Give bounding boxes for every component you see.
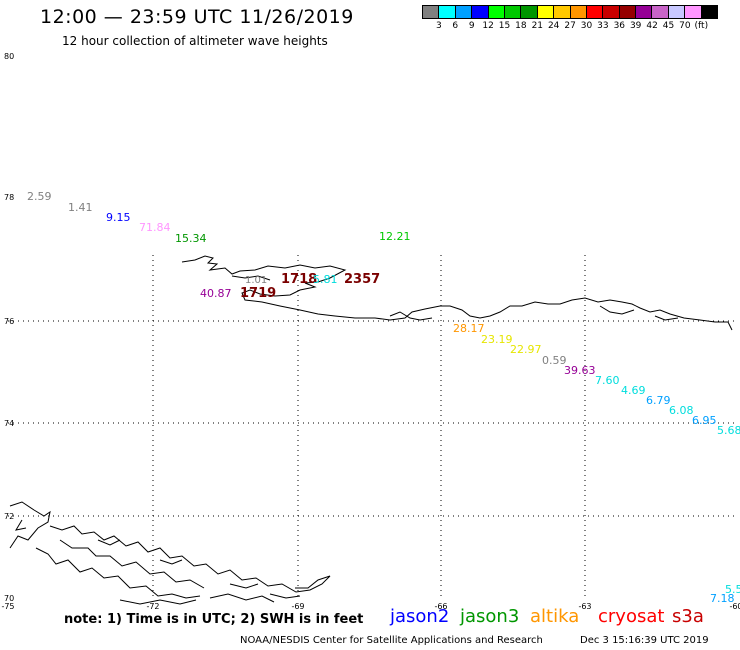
- legend-label: (ft): [694, 21, 709, 31]
- wave-height-reading: 15.34: [175, 232, 207, 245]
- color-scale-legend: [422, 5, 719, 19]
- latitude-label: 74: [4, 419, 14, 428]
- wave-height-reading: 71.84: [139, 221, 171, 234]
- longitude-label: -63: [578, 602, 591, 611]
- graticule: 80 78 76 74 72 70-75 -72 -69 -66 -63 -60: [1, 52, 740, 611]
- page-title: 12:00 — 23:59 UTC 11/26/2019: [40, 6, 354, 28]
- wave-height-reading: 0.59: [542, 354, 567, 367]
- legend-label: 36: [613, 21, 626, 31]
- latitude-label: 78: [4, 193, 14, 202]
- credit-line: NOAA/NESDIS Center for Satellite Applica…: [240, 635, 543, 646]
- latitude-label: 76: [4, 317, 14, 326]
- wave-height-reading: 7.18: [710, 592, 735, 605]
- footer-note: note: 1) Time is in UTC; 2) SWH is in fe…: [64, 612, 364, 627]
- legend-label: 39: [629, 21, 642, 31]
- wave-height-reading: 6.79: [646, 394, 671, 407]
- legend-label: 6: [452, 21, 459, 31]
- satellite-name: jason3: [460, 606, 520, 627]
- legend-label: 30: [580, 21, 593, 31]
- wave-height-reading: 22.97: [510, 343, 542, 356]
- latitude-label: 70: [4, 594, 14, 603]
- legend-label: 9: [468, 21, 475, 31]
- wave-height-reading: 5.68: [717, 424, 740, 437]
- wave-height-reading: 4.69: [621, 384, 646, 397]
- wave-height-reading: 5.5: [725, 583, 740, 596]
- generated-timestamp: Dec 3 15:16:39 UTC 2019: [580, 635, 709, 646]
- wave-height-reading: 12.21: [379, 230, 411, 243]
- wave-height-reading: 1718: [281, 272, 317, 287]
- wave-height-reading: 7.60: [595, 374, 620, 387]
- legend-label: 27: [564, 21, 576, 31]
- coastline-fjord-1: [231, 275, 271, 281]
- wave-height-reading: 1719: [240, 286, 276, 301]
- legend-label: 18: [515, 21, 527, 31]
- wave-height-reading: 39.63: [564, 364, 596, 377]
- latitude-label: 72: [4, 512, 14, 521]
- legend-label: 12: [482, 21, 494, 31]
- longitude-label: -60: [729, 602, 740, 611]
- longitude-label: -72: [146, 602, 159, 611]
- latitude-label: 80: [4, 52, 14, 61]
- wave-height-reading: 9.15: [106, 211, 131, 224]
- wave-height-reading: 2.59: [27, 190, 52, 203]
- coastline-fjord-4: [654, 315, 679, 321]
- satellite-name: cryosat: [598, 606, 665, 627]
- legend-label: 42: [646, 21, 658, 31]
- wave-height-reading: 1.01: [245, 275, 267, 286]
- legend-label: 24: [547, 21, 560, 31]
- coastline-fjord-2: [389, 311, 433, 321]
- satellite-name: s3a: [672, 606, 704, 627]
- longitude-label: -69: [291, 602, 304, 611]
- coastline-greenland-north: [181, 255, 733, 331]
- wave-height-reading: 1.41: [68, 201, 93, 214]
- wave-height-reading: 2357: [344, 272, 380, 287]
- satellite-name: jason2: [390, 606, 450, 627]
- satellite-name: altika: [530, 606, 580, 627]
- wave-height-reading: 5.81: [313, 273, 338, 286]
- wave-height-reading: 6.95: [692, 414, 717, 427]
- wave-height-reading: 23.19: [481, 333, 513, 346]
- legend-swatch: [700, 5, 719, 19]
- legend-label: 3: [436, 21, 442, 31]
- legend-label: 15: [498, 21, 511, 31]
- coastline-baffin: [9, 501, 331, 605]
- longitude-label: -75: [1, 602, 14, 611]
- legend-label: 70: [679, 21, 691, 31]
- legend-label: 21: [531, 21, 544, 31]
- wave-height-reading: 6.08: [669, 404, 694, 417]
- longitude-label: -66: [434, 602, 447, 611]
- coastline: [9, 255, 733, 605]
- wave-height-reading: 40.87: [200, 287, 232, 300]
- color-scale-labels: 3 6 9 12 15 18 21 24 27 30 33 36 39 42 45 70 (ft): [422, 21, 740, 33]
- legend-label: 33: [597, 21, 609, 31]
- legend-label: 45: [662, 21, 675, 31]
- coastline-fjord-3: [599, 305, 635, 315]
- page-subtitle: 12 hour collection of altimeter wave hei…: [62, 34, 328, 48]
- wave-height-reading: 28.17: [453, 322, 485, 335]
